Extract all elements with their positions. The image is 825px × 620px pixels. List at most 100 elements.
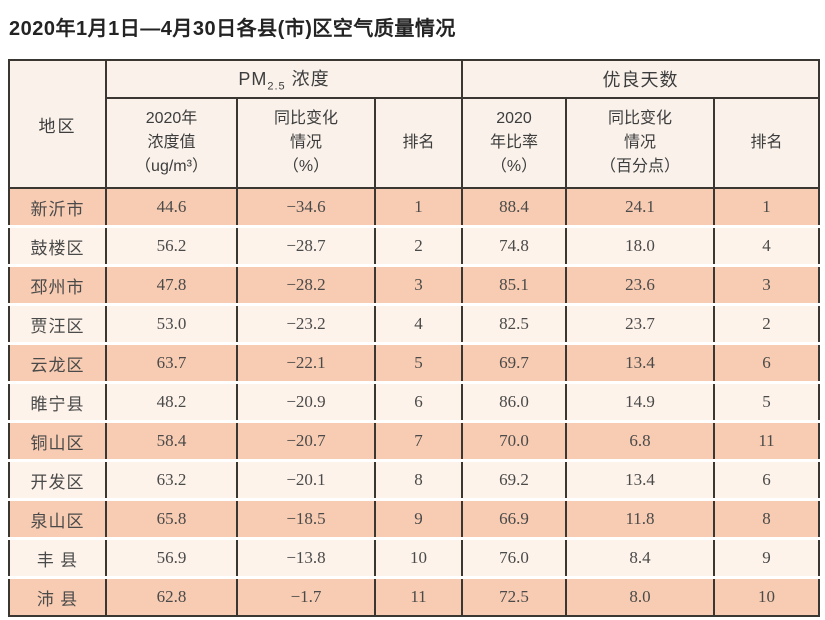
- ratio-cell: 69.7: [461, 342, 567, 383]
- pm-value-cell: 63.7: [105, 342, 238, 383]
- pm-value-cell: 56.9: [105, 537, 238, 578]
- region-cell: 开发区: [8, 459, 107, 500]
- ratio-change-cell: 23.7: [565, 303, 715, 344]
- ratio-cell: 88.4: [461, 188, 567, 227]
- header-sub-row: 2020年 浓度值 （ug/m³） 同比变化 情况 （%） 排名 2020 年比…: [9, 97, 821, 189]
- pm-rank-cell: 6: [374, 381, 463, 422]
- table-row: 沛 县 62.8 −1.7 11 72.5 8.0 10: [8, 576, 821, 616]
- pm25-label-prefix: PM: [238, 69, 268, 90]
- pm-value-cell: 65.8: [105, 498, 238, 539]
- ratio-cell: 86.0: [461, 381, 567, 422]
- pm-rank-cell: 11: [374, 576, 463, 616]
- ratio-change-cell: 23.6: [565, 264, 715, 305]
- pm-change-cell: −28.2: [236, 264, 376, 305]
- table-row: 泉山区 65.8 −18.5 9 66.9 11.8 8: [8, 498, 821, 539]
- region-cell: 睢宁县: [8, 381, 107, 422]
- pm-rank-cell: 5: [374, 342, 463, 383]
- ratio-change-cell: 18.0: [565, 225, 715, 266]
- pm-change-cell: −22.1: [236, 342, 376, 383]
- table-row: 丰 县 56.9 −13.8 10 76.0 8.4 9: [8, 537, 821, 578]
- ratio-change-cell: 6.8: [565, 420, 715, 461]
- pm-value-cell: 44.6: [105, 188, 238, 227]
- region-cell: 泉山区: [8, 498, 107, 539]
- pm25-group-header: PM2.5 浓度: [105, 59, 463, 99]
- table-row: 邳州市 47.8 −28.2 3 85.1 23.6 3: [8, 264, 821, 305]
- region-cell: 丰 县: [8, 537, 107, 578]
- region-column-header: 地区: [8, 59, 107, 189]
- pm25-label-subscript: 2.5: [267, 80, 286, 93]
- region-cell: 云龙区: [8, 342, 107, 383]
- region-cell: 沛 县: [8, 576, 107, 616]
- ratio-rank-cell: 11: [712, 420, 821, 461]
- ratio-rank-cell: 8: [712, 498, 821, 539]
- table-row: 铜山区 58.4 −20.7 7 70.0 6.8 11: [8, 420, 821, 461]
- ratio-cell: 70.0: [461, 420, 567, 461]
- pm-value-cell: 47.8: [105, 264, 238, 305]
- ratio-rank-cell: 9: [712, 537, 821, 578]
- ratio-rank-cell: 4: [712, 225, 821, 266]
- ratio-change-cell: 24.1: [565, 188, 715, 227]
- pm-change-cell: −34.6: [236, 188, 376, 227]
- ratio-rank-cell: 2: [712, 303, 821, 344]
- ratio-rank-cell: 6: [712, 459, 821, 500]
- pm-value-cell: 56.2: [105, 225, 238, 266]
- ratio-column-header: 2020 年比率 （%）: [461, 97, 567, 189]
- ratio-rank-column-header: 排名: [712, 97, 821, 189]
- region-cell: 新沂市: [8, 188, 107, 227]
- ratio-cell: 69.2: [461, 459, 567, 500]
- pm-change-cell: −20.7: [236, 420, 376, 461]
- pm-rank-cell: 7: [374, 420, 463, 461]
- ratio-rank-cell: 1: [712, 188, 821, 227]
- region-cell: 邳州市: [8, 264, 107, 305]
- table-body: 新沂市 44.6 −34.6 1 88.4 24.1 1 鼓楼区 56.2 −2…: [8, 188, 821, 616]
- table-row: 云龙区 63.7 −22.1 5 69.7 13.4 6: [8, 342, 821, 383]
- table-row: 鼓楼区 56.2 −28.7 2 74.8 18.0 4: [8, 225, 821, 266]
- pm-rank-cell: 1: [374, 188, 463, 227]
- pm-change-cell: −23.2: [236, 303, 376, 344]
- header-group-row: 地区 PM2.5 浓度 优良天数: [8, 59, 821, 189]
- ratio-change-cell: 11.8: [565, 498, 715, 539]
- pm-value-cell: 63.2: [105, 459, 238, 500]
- pm-rank-cell: 10: [374, 537, 463, 578]
- pm-change-cell: −1.7: [236, 576, 376, 616]
- pm-rank-cell: 4: [374, 303, 463, 344]
- pm-change-cell: −13.8: [236, 537, 376, 578]
- region-cell: 铜山区: [8, 420, 107, 461]
- pm-rank-cell: 8: [374, 459, 463, 500]
- ratio-change-cell: 8.0: [565, 576, 715, 616]
- ratio-cell: 85.1: [461, 264, 567, 305]
- ratio-cell: 76.0: [461, 537, 567, 578]
- ratio-cell: 82.5: [461, 303, 567, 344]
- pm-change-cell: −18.5: [236, 498, 376, 539]
- pm-change-cell: −20.1: [236, 459, 376, 500]
- pm-value-column-header: 2020年 浓度值 （ug/m³）: [105, 97, 238, 189]
- ratio-change-cell: 14.9: [565, 381, 715, 422]
- ratio-change-cell: 13.4: [565, 459, 715, 500]
- table-row: 开发区 63.2 −20.1 8 69.2 13.4 6: [8, 459, 821, 500]
- ratio-cell: 74.8: [461, 225, 567, 266]
- ratio-rank-cell: 3: [712, 264, 821, 305]
- pm-value-cell: 53.0: [105, 303, 238, 344]
- ratio-rank-cell: 5: [712, 381, 821, 422]
- region-cell: 鼓楼区: [8, 225, 107, 266]
- ratio-change-column-header: 同比变化 情况 （百分点）: [565, 97, 715, 189]
- pm-change-cell: −28.7: [236, 225, 376, 266]
- pm-change-column-header: 同比变化 情况 （%）: [236, 97, 376, 189]
- pm-change-cell: −20.9: [236, 381, 376, 422]
- page-title: 2020年1月1日—4月30日各县(市)区空气质量情况: [9, 18, 456, 40]
- pm-rank-cell: 9: [374, 498, 463, 539]
- pm-rank-cell: 2: [374, 225, 463, 266]
- ratio-cell: 72.5: [461, 576, 567, 616]
- ratio-cell: 66.9: [461, 498, 567, 539]
- pm-rank-cell: 3: [374, 264, 463, 305]
- air-quality-table: 地区 PM2.5 浓度 优良天数 2020年 浓度值 （ug/m³） 同比变化 …: [8, 59, 821, 617]
- pm-rank-column-header: 排名: [374, 97, 463, 189]
- table-row: 新沂市 44.6 −34.6 1 88.4 24.1 1: [8, 188, 821, 227]
- pm-value-cell: 58.4: [105, 420, 238, 461]
- ratio-rank-cell: 6: [712, 342, 821, 383]
- pm-value-cell: 48.2: [105, 381, 238, 422]
- pm-value-cell: 62.8: [105, 576, 238, 616]
- pm25-label-suffix: 浓度: [285, 69, 330, 90]
- good-days-group-header: 优良天数: [460, 59, 821, 99]
